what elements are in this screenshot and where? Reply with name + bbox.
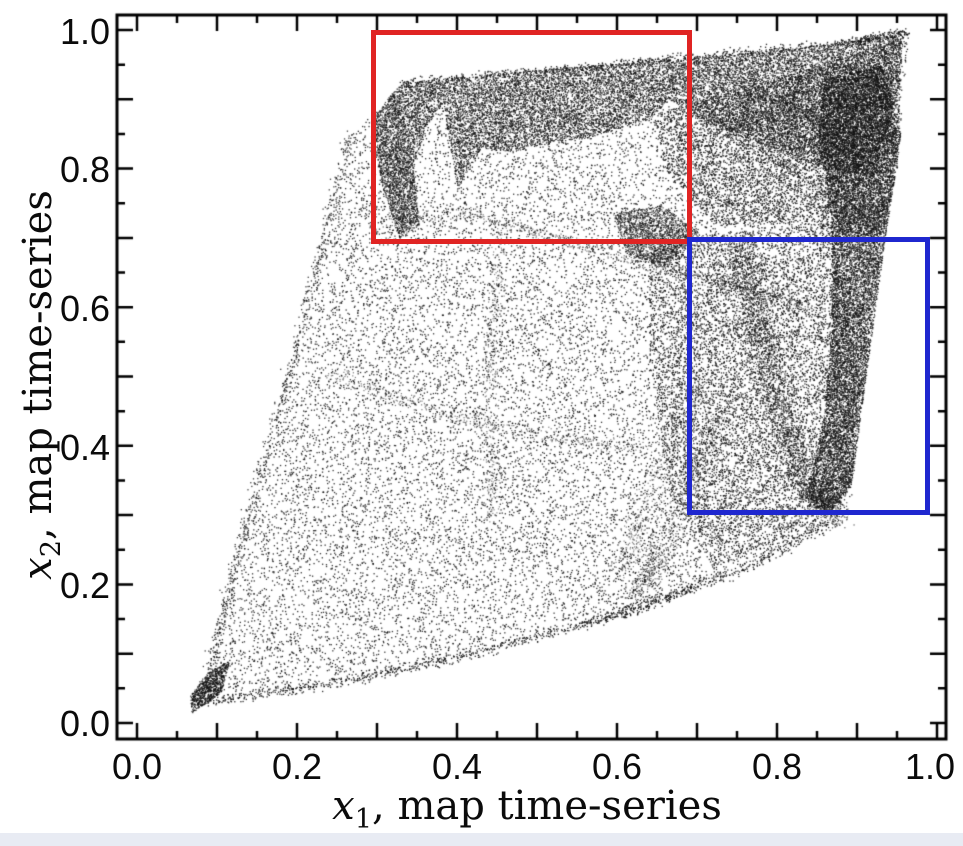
y-tick-label: 0.2 (59, 565, 110, 606)
y-tick-label: 0.8 (59, 149, 110, 190)
y-axis-title: x2, map time-series (15, 190, 67, 580)
y-tick-label: 1.0 (59, 11, 110, 52)
red-zoom-box (371, 30, 692, 244)
x-tick-label: 0.0 (111, 746, 163, 787)
x-tick-label: 1.0 (904, 746, 956, 787)
x-tick-label: 0.2 (271, 746, 323, 787)
y-tick-label: 0.4 (59, 427, 110, 468)
y-tick-label: 0.6 (59, 288, 110, 329)
x-tick-label: 0.6 (591, 746, 643, 787)
x-tick-label: 0.4 (431, 746, 483, 787)
y-tick-label: 0.0 (59, 703, 110, 744)
x-tick-label: 0.8 (751, 746, 803, 787)
x-axis-title: x1, map time-series (332, 783, 722, 835)
blue-zoom-box (687, 237, 930, 515)
bottom-strip (0, 833, 963, 846)
